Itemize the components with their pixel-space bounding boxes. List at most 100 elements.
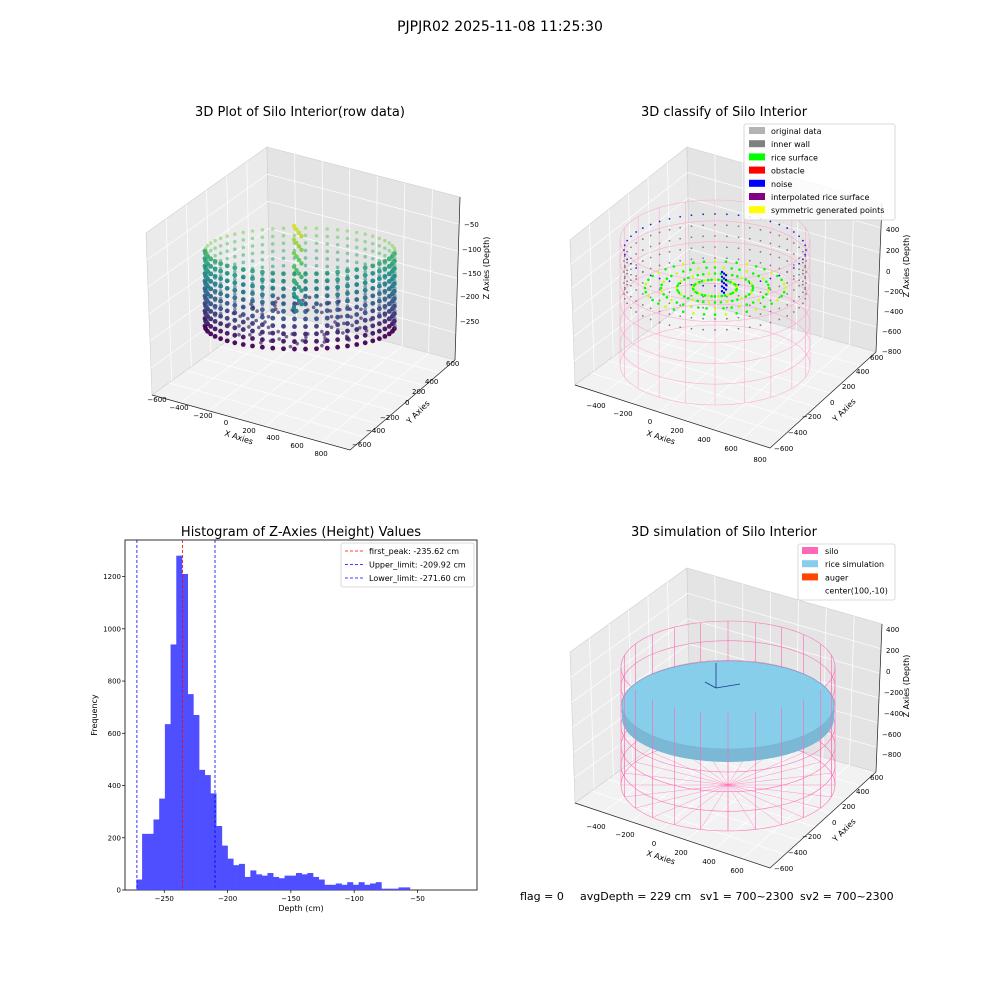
data-point <box>786 271 789 273</box>
data-point <box>335 284 341 290</box>
silo-spoke <box>727 784 756 830</box>
data-point <box>296 257 302 263</box>
silo-spoke <box>652 752 729 786</box>
data-point <box>630 268 632 271</box>
silo-spoke <box>635 784 729 809</box>
tick-label: −200 <box>802 413 821 421</box>
tick-label: −600 <box>882 328 901 336</box>
data-point <box>257 325 261 330</box>
data-point <box>260 227 265 232</box>
data-point <box>259 340 263 345</box>
classify-title: 3D classify of Silo Interior <box>641 105 808 120</box>
data-point <box>377 259 382 263</box>
data-point <box>270 257 275 261</box>
data-point <box>259 337 265 343</box>
data-point <box>668 239 671 242</box>
data-point <box>701 272 705 276</box>
data-point <box>670 274 673 278</box>
data-point <box>770 271 773 274</box>
data-point <box>354 245 359 250</box>
data-point <box>350 323 354 328</box>
data-point <box>218 289 223 293</box>
data-point <box>677 291 681 294</box>
data-point <box>233 254 237 259</box>
auger-line <box>704 681 717 689</box>
data-point <box>623 297 626 300</box>
tick-label: −400 <box>884 710 903 718</box>
data-point <box>370 234 375 238</box>
data-point <box>679 259 682 262</box>
legend-label: rice surface <box>771 153 818 162</box>
data-point <box>263 320 267 324</box>
data-point <box>626 258 629 261</box>
data-point <box>205 251 210 255</box>
data-point <box>240 334 246 340</box>
data-point <box>703 294 707 297</box>
data-point <box>641 249 644 251</box>
data-point <box>690 327 693 330</box>
data-point <box>735 285 739 288</box>
raw-y-ticks: 600 400 200 0 −200 −400 −600 <box>352 360 459 449</box>
data-point <box>690 236 693 239</box>
data-point <box>702 295 705 298</box>
data-point <box>370 256 375 261</box>
data-point <box>205 303 210 308</box>
data-point <box>749 282 753 285</box>
data-point <box>314 338 319 344</box>
data-point <box>296 271 302 276</box>
data-point <box>387 278 392 283</box>
data-point <box>390 296 395 300</box>
y-tick-label: 400 <box>108 782 121 790</box>
data-point <box>212 333 218 339</box>
data-point <box>224 338 230 344</box>
data-point <box>681 270 685 273</box>
data-point <box>213 276 217 280</box>
data-point <box>363 307 367 311</box>
data-point <box>702 257 705 260</box>
data-point <box>681 262 685 266</box>
data-point <box>641 304 644 306</box>
data-point <box>225 234 230 238</box>
tick-label: 600 <box>446 360 459 368</box>
data-point <box>801 269 804 272</box>
data-point <box>630 284 632 287</box>
data-point <box>383 246 387 250</box>
hist-bar <box>159 798 166 890</box>
data-point <box>218 283 224 289</box>
data-point <box>247 325 251 329</box>
tick-label: −400 <box>586 402 605 410</box>
data-point <box>668 250 671 253</box>
tick-label: 800 <box>314 450 327 458</box>
data-point <box>759 261 762 264</box>
data-point <box>665 296 669 299</box>
data-point <box>692 261 695 265</box>
data-point <box>260 280 265 285</box>
data-point <box>305 332 310 336</box>
data-point <box>641 315 644 317</box>
data-point <box>717 278 720 282</box>
data-point <box>232 265 238 271</box>
hist-xticks: −250 −200 −150 −100 −50 <box>155 890 425 903</box>
data-point <box>296 298 302 303</box>
data-point <box>626 280 629 283</box>
data-point <box>362 302 368 308</box>
simulation-legend: silo rice simulation auger center(100,-10) <box>797 543 896 601</box>
hist-bar <box>375 882 382 890</box>
data-point <box>701 300 705 304</box>
data-point <box>376 283 382 289</box>
data-point <box>679 304 682 307</box>
data-point <box>778 285 781 288</box>
panel-classify-3d: 3D classify of Silo Interior −400 −200 0… <box>569 105 911 464</box>
data-point <box>641 271 644 273</box>
data-point <box>658 253 661 256</box>
data-point <box>761 296 765 299</box>
simulation-title: 3D simulation of Silo Interior <box>631 525 818 540</box>
data-point <box>205 243 210 248</box>
data-point <box>748 248 751 251</box>
simulation-y-ticks: 600 400 200 0 −200 −400 −600 <box>774 774 883 873</box>
raw-z-ticks: −50 −100 −150 −200 −250 <box>460 221 481 326</box>
legend-label: original data <box>771 127 822 136</box>
hist-bar <box>136 879 143 890</box>
data-point <box>266 314 271 319</box>
data-point <box>714 318 716 320</box>
